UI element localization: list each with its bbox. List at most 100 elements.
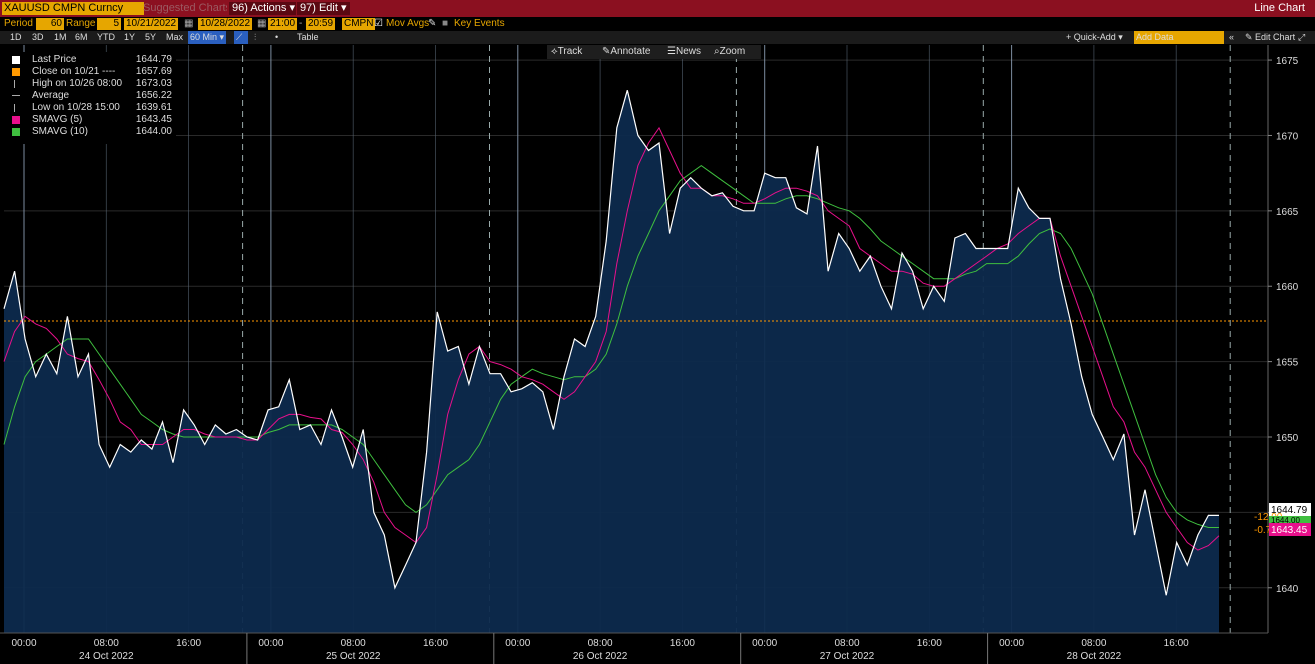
interval-dropdown[interactable]: 60 Min ▾ [188, 31, 227, 44]
legend-value: 1644.79 [135, 54, 172, 65]
x-tick-label: 16:00 [670, 638, 695, 649]
annotate-tool[interactable]: ✎ Annotate [602, 46, 651, 57]
mov-avgs-checkbox[interactable]: ☑ [374, 18, 383, 29]
price-area-fill [4, 90, 1219, 633]
legend-row-high[interactable]: High on 10/26 08:00 1673.03 [4, 78, 174, 90]
range-button-1d[interactable]: 1D [10, 32, 22, 42]
bar-style-icon[interactable]: ⫶ [254, 32, 257, 42]
parameter-bar: Period 60 Range 5 10/21/2022 ▦ 10/28/202… [0, 17, 1315, 31]
y-tick-label: 1650 [1276, 433, 1299, 444]
last-price-tag-bg [1269, 503, 1311, 516]
edit-menu[interactable]: 97) Edit ▾ [297, 2, 350, 15]
x-tick-label: 16:00 [917, 638, 942, 649]
end-time-field[interactable]: 20:59 [306, 18, 336, 30]
x-tick-label: 00:00 [999, 638, 1024, 649]
dash-separator: - [299, 18, 303, 29]
zoom-label: Zoom [719, 46, 746, 57]
average-marker-icon [12, 95, 20, 96]
smavg10-line [3, 164, 1219, 528]
legend-row-average[interactable]: Average 1656.22 [4, 90, 174, 102]
y-tick-label: 1675 [1276, 56, 1299, 67]
legend-name: Average [32, 90, 70, 101]
range-button-3d[interactable]: 3D [32, 32, 44, 42]
range-button-max[interactable]: Max [166, 32, 184, 42]
start-date-field[interactable]: 10/21/2022 [124, 18, 179, 30]
actions-menu[interactable]: 96) Actions ▾ [229, 2, 296, 15]
legend-row-last-price[interactable]: Last Price 1644.79 [4, 54, 174, 66]
legend-row-smavg10[interactable]: SMAVG (10) 1644.00 [4, 126, 174, 138]
x-tick-label: 00:00 [505, 638, 530, 649]
x-tick-label: 16:00 [176, 638, 201, 649]
range-toolbar: 1D 3D 1M 6M YTD 1Y 5Y Max 60 Min ▾ ⟋ ⫶ •… [0, 31, 1315, 44]
legend-row-close[interactable]: Close on 10/21 ---- 1657.69 [4, 66, 174, 78]
day-label: 25 Oct 2022 [326, 651, 381, 662]
smavg10-tag-bg [1269, 516, 1311, 523]
day-label: 28 Oct 2022 [1067, 651, 1122, 662]
day-label: 26 Oct 2022 [573, 651, 628, 662]
green-square-icon [12, 128, 20, 136]
start-time-field[interactable]: 21:00 [268, 18, 298, 30]
pencil-icon[interactable]: ✎ [428, 18, 437, 29]
calendar-icon[interactable]: ▦ [257, 18, 267, 29]
y-tick-label: 1660 [1276, 282, 1299, 293]
key-events-checkbox[interactable]: ■ [442, 18, 449, 29]
source-field[interactable]: CMPN [342, 18, 376, 30]
x-tick-label: 08:00 [588, 638, 613, 649]
annotate-label: Annotate [610, 46, 651, 57]
expand-icon[interactable]: ⤢ [1298, 32, 1306, 42]
mov-avgs-label[interactable]: Mov Avgs [386, 18, 430, 29]
news-label: News [675, 46, 701, 57]
range-button-1m[interactable]: 1M [54, 32, 67, 42]
legend-name: Low on 10/28 15:00 [32, 102, 120, 113]
y-tick-label: 1670 [1276, 131, 1299, 142]
add-data-input[interactable]: Add Data [1134, 31, 1224, 44]
range-button-6m[interactable]: 6M [75, 32, 88, 42]
smavg5-tag-bg [1269, 523, 1311, 536]
x-tick-label: 08:00 [834, 638, 859, 649]
news-tool[interactable]: ☰ News [667, 46, 701, 57]
range-button-1y[interactable]: 1Y [124, 32, 136, 42]
range-button-ytd[interactable]: YTD [97, 32, 115, 42]
range-button-5y[interactable]: 5Y [145, 32, 157, 42]
more-dot-icon[interactable]: • [275, 32, 279, 42]
quick-add-menu[interactable]: + Quick-Add ▾ [1066, 32, 1123, 42]
y-tick-label: 1655 [1276, 358, 1299, 369]
table-button[interactable]: Table [297, 32, 319, 42]
legend-name: High on 10/26 08:00 [32, 78, 123, 89]
right-value-tags: 1644.79 -12.90 -0.78% 1644.00 1643.45 [1254, 503, 1311, 536]
suggested-charts-link[interactable]: Suggested Charts [143, 2, 227, 14]
security-field[interactable]: XAUUSD CMPN Curncy [2, 2, 144, 15]
last-price-tag: 1644.79 [1271, 505, 1308, 516]
edit-chart-button[interactable]: ✎ Edit Chart [1245, 32, 1296, 42]
y-tick-label: 1665 [1276, 207, 1299, 218]
range-field[interactable]: 5 [97, 18, 121, 30]
smavg5-line [3, 126, 1220, 551]
collapse-icon[interactable]: « [1229, 32, 1235, 42]
y-tick-label: 1640 [1276, 584, 1299, 595]
period-field[interactable]: 60 [36, 18, 64, 30]
legend-name: SMAVG (10) [32, 126, 88, 137]
legend-panel: Last Price 1644.79 Close on 10/21 ---- 1… [4, 52, 176, 144]
legend-value: 1657.69 [135, 66, 172, 77]
x-tick-label: 16:00 [1164, 638, 1189, 649]
line-style-icon[interactable]: ⟋ [234, 31, 248, 44]
x-tick-label: 16:00 [423, 638, 448, 649]
high-marker-icon [14, 80, 15, 88]
legend-row-low[interactable]: Low on 10/28 15:00 1639.61 [4, 102, 174, 114]
legend-value: 1673.03 [135, 78, 172, 89]
low-marker-icon [14, 104, 15, 112]
x-tick-label: 08:00 [1081, 638, 1106, 649]
legend-name: Last Price [32, 54, 77, 65]
legend-row-smavg5[interactable]: SMAVG (5) 1643.45 [4, 114, 174, 126]
zoom-tool[interactable]: ⌕ Zoom [714, 46, 746, 57]
legend-value: 1656.22 [135, 90, 172, 101]
white-square-icon [12, 56, 20, 64]
track-tool[interactable]: ⟡ Track [551, 46, 583, 57]
magenta-square-icon [12, 116, 20, 124]
x-tick-label: 00:00 [752, 638, 777, 649]
end-date-field[interactable]: 10/28/2022 [198, 18, 253, 30]
y-axis: 16401645165016551660166516701675 [1267, 45, 1299, 633]
calendar-icon[interactable]: ▦ [184, 18, 194, 29]
key-events-label[interactable]: Key Events [454, 18, 505, 29]
